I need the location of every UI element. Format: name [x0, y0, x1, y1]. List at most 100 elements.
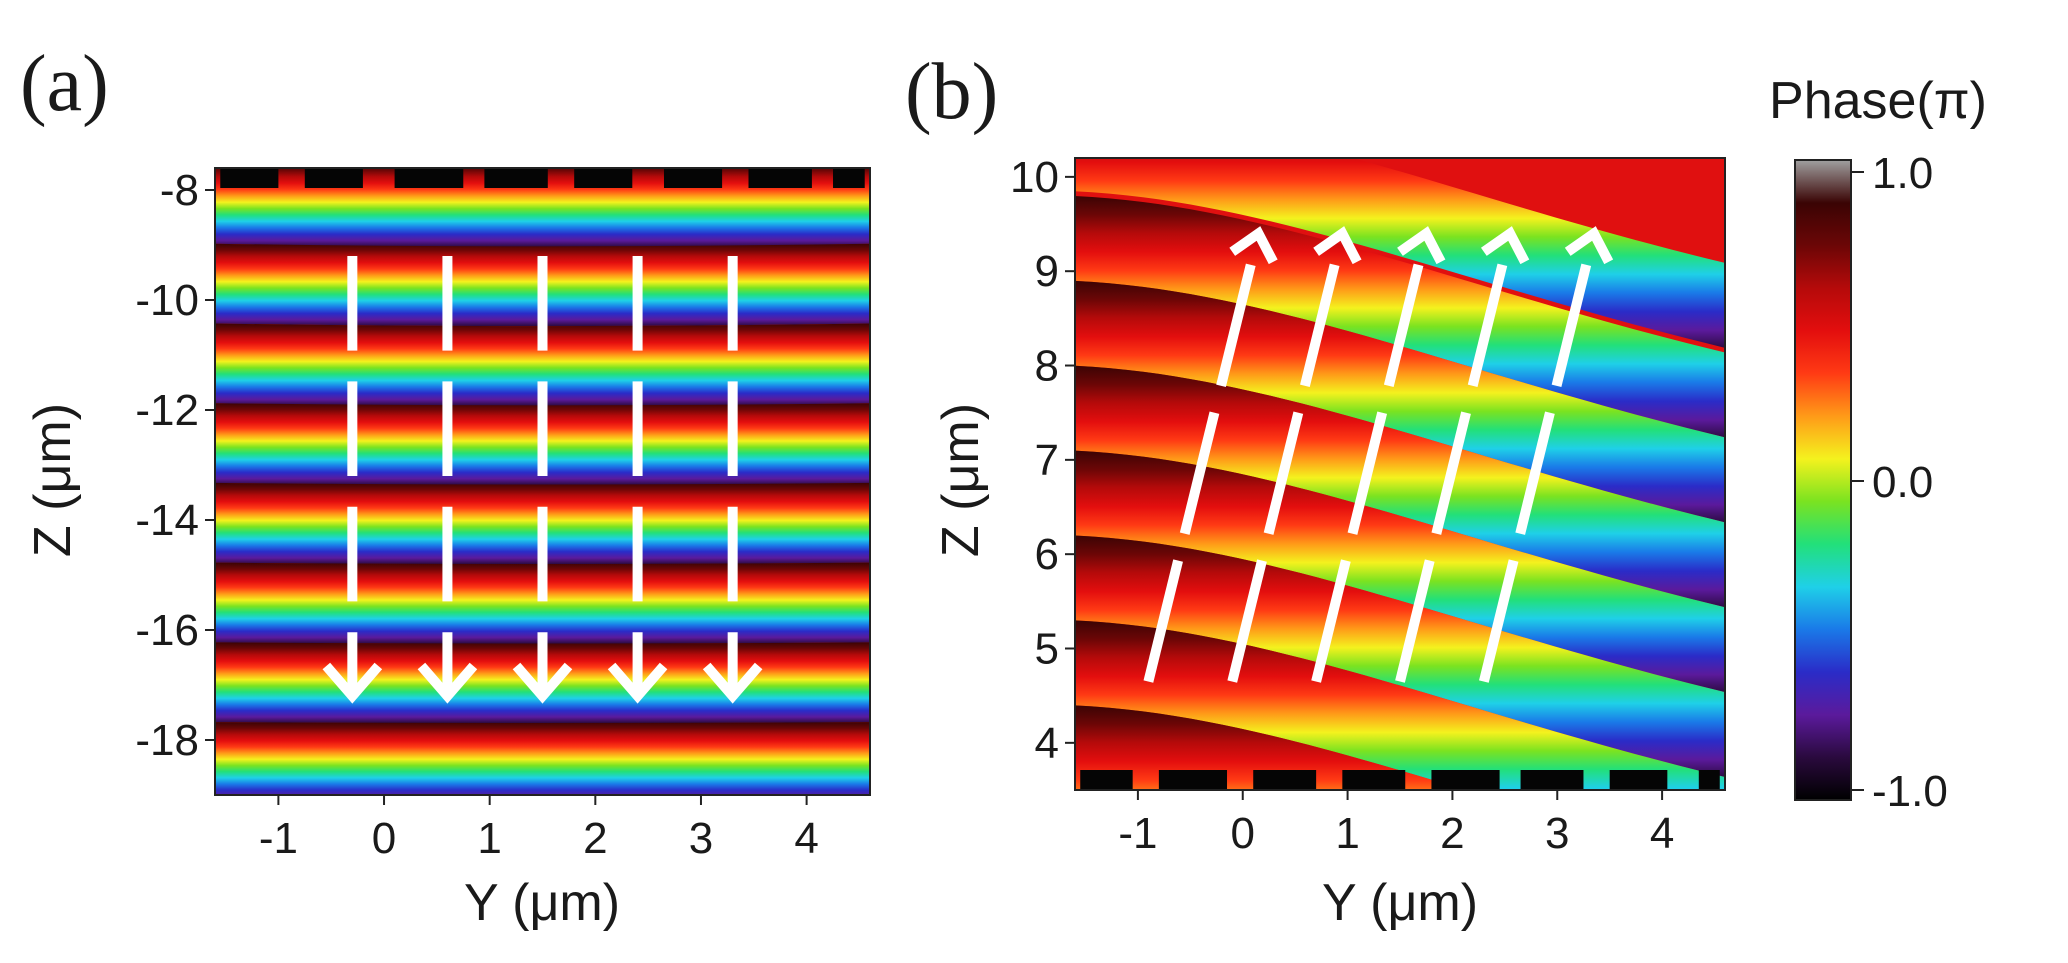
x-tick-label: -1: [1118, 809, 1157, 858]
arrow-head: [1313, 226, 1362, 265]
y-tick-label: -8: [160, 166, 199, 215]
x-tick-label: -1: [259, 814, 298, 863]
panel-a-arrows: [322, 256, 763, 704]
phase-band: [1075, 705, 1467, 790]
arrow-head: [1564, 226, 1614, 265]
metasurface-pillar: [1698, 770, 1720, 790]
phase-band: [1075, 280, 1725, 523]
x-tick-label: 0: [372, 814, 396, 863]
panel-a-frame: [214, 167, 871, 796]
arrow-head: [1397, 226, 1446, 265]
arrow-shaft: [1479, 559, 1519, 683]
colorbar-tick-label: -1.0: [1872, 767, 1948, 816]
y-tick-label: -12: [135, 386, 199, 435]
arrow-head: [607, 662, 668, 704]
colorbar-tick-label: 1.0: [1872, 149, 1933, 198]
panel-b: -1 0 1 2 3 4 10 9 8 7 6 5 4 Y (μm) Z (μm): [932, 153, 1726, 932]
arrow-shaft: [1227, 559, 1267, 683]
panel-a-phase-field: [215, 168, 870, 795]
metasurface-pillar: [748, 168, 812, 188]
phase-band: [215, 323, 870, 406]
panel-a-y-axis-title: Z (μm): [24, 403, 82, 557]
phase-band: [1075, 158, 1725, 348]
phase-band: [1075, 365, 1725, 608]
metasurface-pillar: [220, 168, 279, 188]
panel-b-x-ticks: -1 0 1 2 3 4: [1118, 790, 1674, 858]
arrow-shaft: [1216, 263, 1256, 387]
phase-band: [1075, 535, 1725, 777]
arrow-shaft: [1395, 559, 1435, 683]
x-tick-label: 4: [1650, 809, 1674, 858]
x-tick-label: 2: [583, 814, 607, 863]
x-tick-label: 3: [689, 814, 713, 863]
y-tick-label: -14: [135, 496, 199, 545]
panel-a-y-ticks: -8 -10 -12 -14 -16 -18: [135, 166, 215, 765]
y-tick-label: -18: [135, 716, 199, 765]
colorbar-tick-label: 0.0: [1872, 458, 1933, 507]
arrow-shaft: [1179, 411, 1220, 535]
panel-b-y-axis-title: Z (μm): [932, 403, 990, 557]
arrow-head: [1480, 226, 1530, 265]
x-tick-label: 1: [477, 814, 501, 863]
arrow-shaft: [1467, 263, 1508, 387]
x-tick-label: 1: [1335, 809, 1359, 858]
metasurface-pillar: [394, 168, 464, 188]
colorbar-title: Phase(π): [1769, 72, 1987, 130]
metasurface-pillar: [1520, 770, 1584, 790]
colorbar-ticks: 1.0 0.0 -1.0: [1851, 149, 1948, 816]
panel-b-arrows: [1143, 226, 1614, 683]
x-tick-label: 3: [1545, 809, 1569, 858]
x-tick-label: 0: [1230, 809, 1254, 858]
arrow-head: [322, 662, 383, 704]
metasurface-pillar: [1253, 770, 1317, 790]
panel-a-metasurface: [220, 168, 865, 188]
panel-b-metasurface: [1080, 770, 1720, 790]
phase-band: [1075, 450, 1725, 693]
y-tick-label: 10: [1010, 153, 1059, 202]
colorbar: Phase(π) 1.0 0.0 -1.0: [1769, 72, 1987, 816]
metasurface-pillar: [304, 168, 363, 188]
panel-b-frame: [1074, 157, 1726, 791]
arrow-shaft: [1263, 411, 1304, 535]
y-tick-label: 4: [1035, 719, 1059, 768]
metasurface-pillar: [663, 168, 723, 188]
phase-band: [215, 722, 870, 795]
arrow-head: [1229, 226, 1278, 265]
arrow-shaft: [1300, 263, 1340, 387]
metasurface-pillar: [1080, 770, 1133, 790]
metasurface-pillar: [574, 168, 633, 188]
metasurface-pillar: [1431, 770, 1500, 790]
panel-a: -1 0 1 2 3 4 -8-10-12-14-16-18 Y (μm) Z (μm): [24, 166, 871, 932]
panel-label-a: (a): [20, 40, 109, 128]
metasurface-pillar: [484, 168, 548, 188]
panel-a-x-ticks: -1 0 1 2 3 4: [259, 795, 819, 863]
y-tick-label: 8: [1035, 342, 1059, 391]
x-tick-label: 4: [794, 814, 818, 863]
arrow-shaft: [1551, 263, 1592, 387]
arrow-head: [417, 662, 478, 704]
y-tick-label: -16: [135, 606, 199, 655]
panel-b-y-ticks: 10 9 8 7 6 5 4: [1010, 153, 1075, 768]
arrow-shaft: [1431, 411, 1471, 535]
y-tick-label: 9: [1035, 247, 1059, 296]
metasurface-pillar: [1342, 770, 1406, 790]
panel-label-b: (b): [905, 48, 998, 136]
arrow-shaft: [1143, 559, 1183, 683]
metasurface-pillar: [833, 168, 865, 188]
arrow-shaft: [1347, 411, 1388, 535]
x-tick-label: 2: [1440, 809, 1464, 858]
metasurface-pillar: [1609, 770, 1668, 790]
phase-band: [215, 562, 870, 644]
metasurface-pillar: [1158, 770, 1228, 790]
y-tick-label: 7: [1035, 436, 1059, 485]
arrow-head: [702, 662, 763, 704]
arrow-shaft: [1515, 411, 1555, 535]
panel-a-x-axis-title: Y (μm): [464, 874, 620, 932]
arrow-shaft: [1383, 263, 1424, 387]
y-tick-label: -10: [135, 276, 199, 325]
panel-b-x-axis-title: Y (μm): [1322, 874, 1478, 932]
y-tick-label: 6: [1035, 530, 1059, 579]
colorbar-bar: [1794, 159, 1852, 801]
arrow-shaft: [1311, 559, 1351, 683]
